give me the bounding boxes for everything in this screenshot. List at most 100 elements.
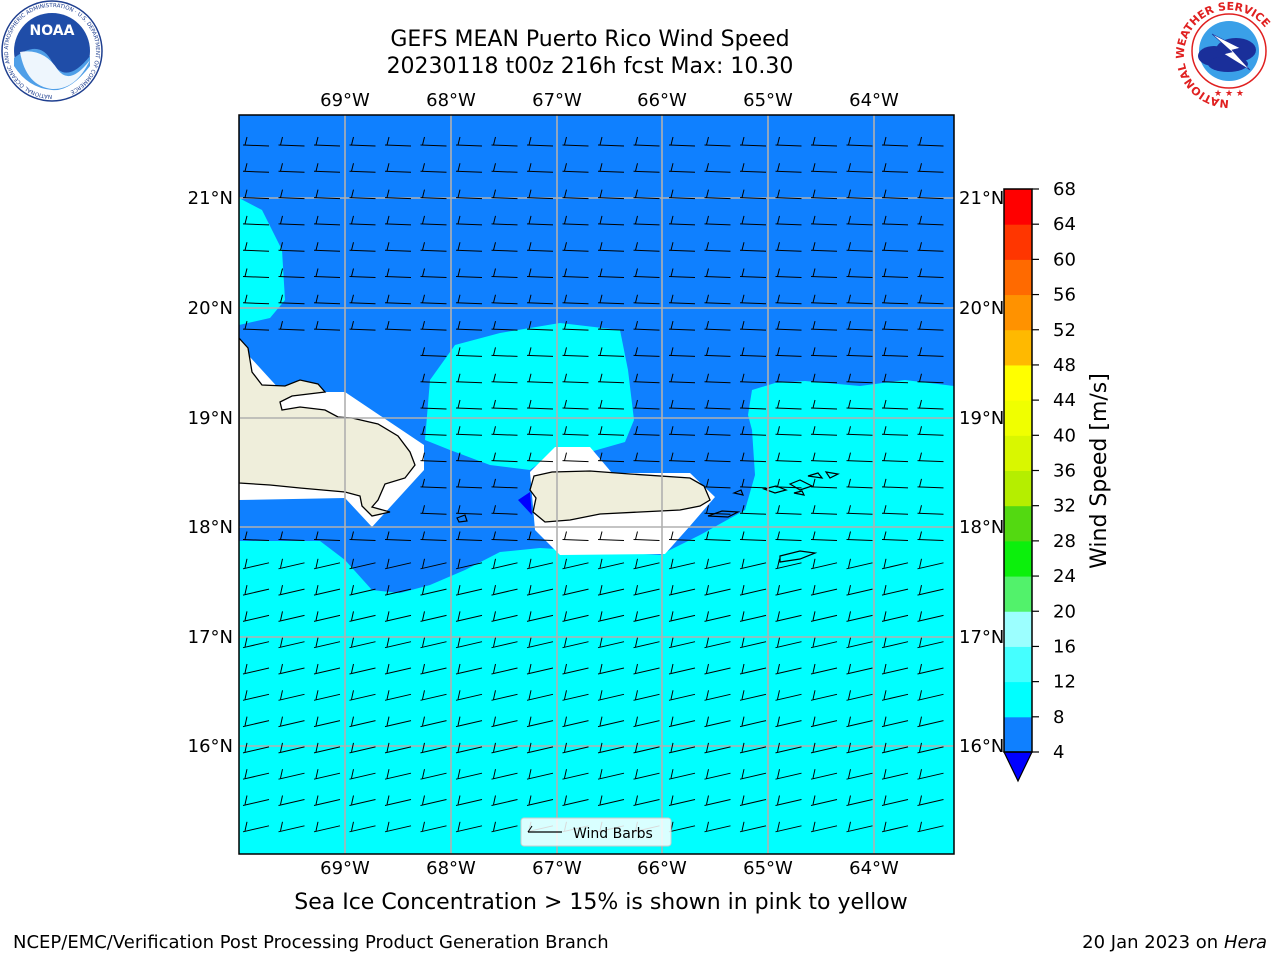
wind-barb xyxy=(420,690,447,701)
wind-barb xyxy=(633,320,660,331)
wind-barb xyxy=(313,690,341,701)
wind-barb xyxy=(242,136,270,147)
wind-barb xyxy=(313,611,341,622)
wind-barb xyxy=(846,505,873,515)
wind-barb xyxy=(917,690,944,701)
wind-barb xyxy=(775,584,802,596)
wind-barb xyxy=(455,716,483,728)
wind-barb xyxy=(562,242,589,252)
wind-barb xyxy=(881,399,909,410)
wind-barb xyxy=(526,294,554,305)
wind-barb xyxy=(384,163,412,173)
wind-barb xyxy=(420,742,447,754)
wind-barb xyxy=(810,637,838,649)
wind-barb xyxy=(917,716,944,728)
wind-barb xyxy=(775,611,802,622)
lat-label-right-18n: 18°N xyxy=(959,517,1004,538)
lon-label-bottom-64w: 64°W xyxy=(849,858,899,879)
wind-barb xyxy=(668,742,696,754)
colorbar-segment xyxy=(1004,470,1032,507)
wind-barb xyxy=(562,742,589,754)
wind-barb xyxy=(349,611,376,622)
wind-barb xyxy=(739,558,767,570)
wind-barb xyxy=(810,136,838,147)
wind-barb xyxy=(846,426,873,436)
colorbar-segment xyxy=(1004,505,1032,542)
wind-barb xyxy=(633,163,660,173)
lon-label-top-69w: 69°W xyxy=(320,90,370,111)
wind-barb xyxy=(562,347,589,357)
wind-barb xyxy=(917,558,944,570)
wind-barb xyxy=(455,294,483,305)
lat-label-right-19n: 19°N xyxy=(959,408,1004,429)
wind-barb xyxy=(491,452,518,463)
wind-barb xyxy=(278,584,305,596)
wind-barb xyxy=(455,821,483,833)
wind-barb xyxy=(917,611,944,622)
wind-barb xyxy=(846,821,873,833)
wind-barb xyxy=(384,242,412,252)
wind-barb xyxy=(349,294,376,305)
wind-barb xyxy=(917,268,944,278)
wind-barb xyxy=(349,663,376,675)
wind-barb xyxy=(491,294,518,305)
wind-barb xyxy=(420,663,447,675)
wind-barb xyxy=(810,663,838,675)
wind-barb xyxy=(704,795,731,806)
wind-barb xyxy=(597,294,625,305)
wind-barb xyxy=(420,163,447,173)
wind-barb xyxy=(526,611,554,622)
wind-barb xyxy=(420,373,447,384)
wind-barb xyxy=(526,452,554,463)
wind-barb xyxy=(420,347,447,357)
wind-barb xyxy=(597,242,625,252)
wind-barb xyxy=(278,136,305,147)
wind-barb xyxy=(739,320,767,331)
wind-barb xyxy=(881,189,909,200)
wind-barb xyxy=(420,426,447,436)
wind-barb xyxy=(704,478,731,489)
wind-barb xyxy=(846,268,873,278)
wind-barb xyxy=(917,215,944,226)
wind-barb xyxy=(881,268,909,278)
wind-barb xyxy=(526,769,554,780)
wind-barb xyxy=(597,663,625,675)
wind-barb xyxy=(739,189,767,200)
wind-barb xyxy=(491,215,518,226)
wind-barb xyxy=(313,215,341,226)
wind-barb xyxy=(917,163,944,173)
wind-barb xyxy=(704,690,731,701)
wind-barb xyxy=(917,189,944,200)
wind-barb xyxy=(242,663,270,675)
wind-barb xyxy=(739,426,767,436)
wind-barb xyxy=(384,611,412,622)
wind-barb xyxy=(597,611,625,622)
colorbar-tick-label: 16 xyxy=(1053,636,1076,657)
wind-barb xyxy=(597,452,625,463)
wind-barb xyxy=(242,558,270,570)
wind-barb xyxy=(775,558,802,570)
wind-barb xyxy=(420,505,447,515)
wind-barb xyxy=(668,268,696,278)
wind-barb xyxy=(775,215,802,226)
wind-barb xyxy=(633,242,660,252)
wind-barb xyxy=(384,268,412,278)
wind-barb xyxy=(420,268,447,278)
wind-barb xyxy=(846,320,873,331)
wind-barb xyxy=(633,294,660,305)
wind-fill-8-12-south xyxy=(239,380,954,854)
wind-barb xyxy=(384,795,412,806)
wind-barb xyxy=(739,215,767,226)
wind-barb xyxy=(562,716,589,728)
wind-barb xyxy=(313,268,341,278)
wind-barb xyxy=(349,320,376,331)
wind-barb xyxy=(739,505,767,515)
wind-barb xyxy=(810,294,838,305)
land-mona-island xyxy=(456,514,468,523)
wind-barb xyxy=(739,795,767,806)
colorbar-tick-label: 64 xyxy=(1053,214,1076,235)
wind-barb xyxy=(278,769,305,780)
wind-barb xyxy=(917,347,944,357)
wind-barb xyxy=(739,294,767,305)
colorbar-tick-label: 28 xyxy=(1053,531,1076,552)
